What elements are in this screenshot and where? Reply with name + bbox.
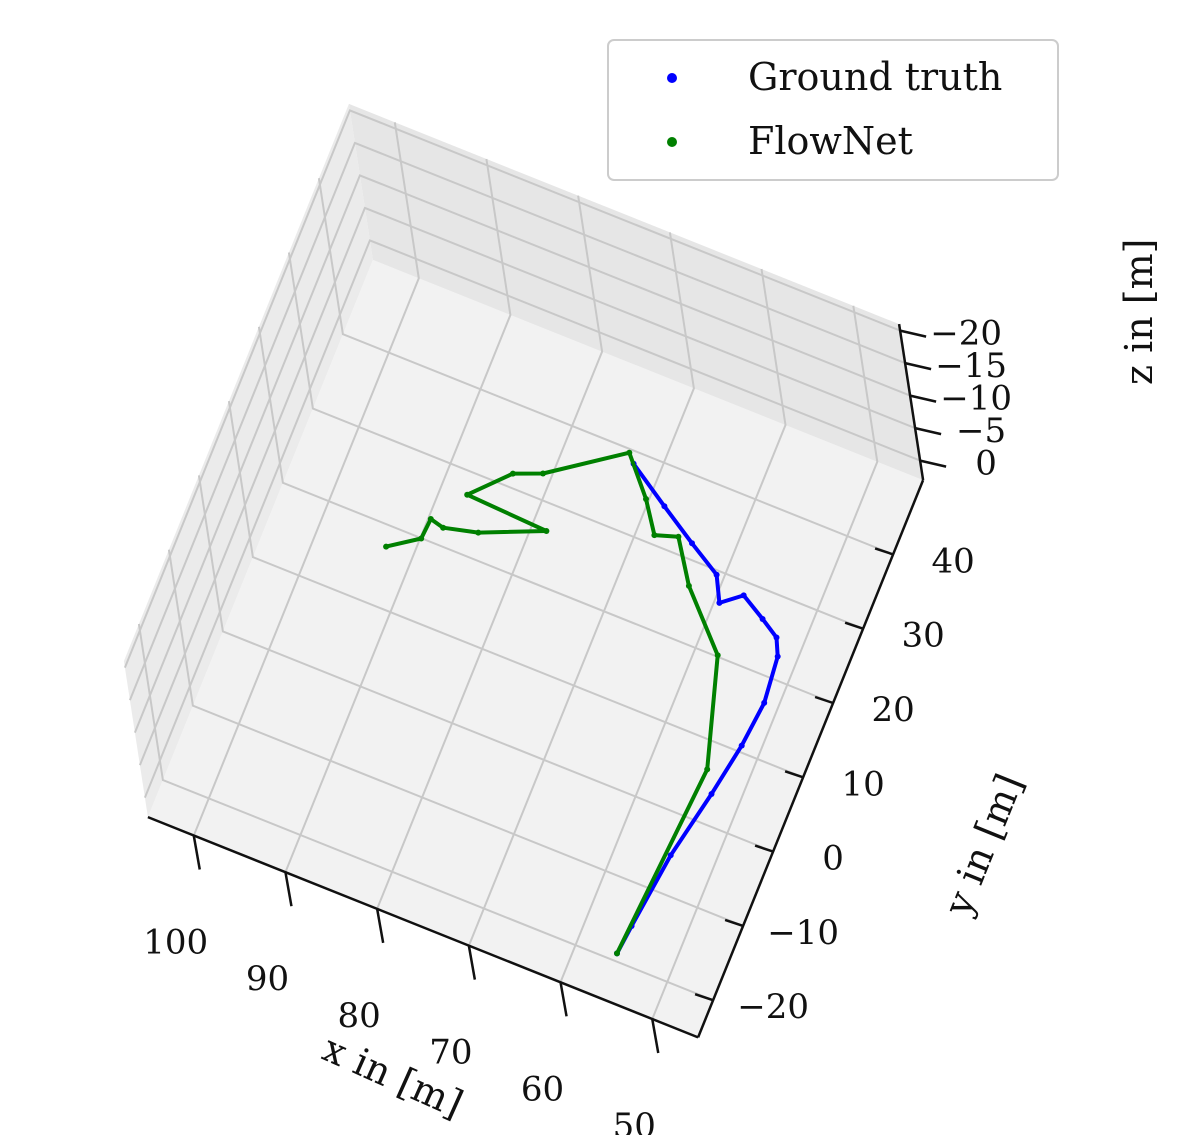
grid-line-y: [317, 178, 894, 556]
y-axis-label: y in [m]: [935, 768, 1032, 923]
series-point-flownet: [440, 524, 447, 531]
x-tick-mark: [192, 835, 201, 870]
series-point-flownet: [509, 470, 516, 477]
series-point-flownet: [675, 533, 682, 540]
series-point-ground-truth: [759, 616, 766, 622]
y-tick-label: 40: [931, 541, 974, 581]
x-tick-label: 70: [429, 1033, 472, 1073]
series-point-ground-truth: [689, 540, 695, 547]
series-point-flownet: [427, 516, 434, 522]
series-point-flownet: [651, 532, 658, 539]
series-point-flownet: [685, 582, 692, 589]
z-tick-mark: [909, 394, 937, 403]
z-tick-label: −20: [930, 314, 1002, 354]
z-tick-mark: [904, 361, 932, 371]
grid-line-y: [287, 252, 864, 630]
series-point-flownet: [540, 470, 546, 477]
y-tick-label: 10: [841, 764, 884, 804]
series-point-ground-truth: [708, 791, 715, 797]
series-point-ground-truth: [740, 592, 747, 599]
y-tick-label: −10: [767, 913, 839, 953]
grid-line-y: [167, 549, 744, 927]
grid-line-z: [123, 109, 901, 668]
x-tick-label: 60: [521, 1069, 564, 1109]
y-tick-mark: [784, 770, 804, 779]
y-tick-mark: [814, 695, 834, 705]
series-point-ground-truth: [661, 503, 668, 510]
axis-lines: [147, 323, 925, 1039]
series-point-flownet: [464, 491, 471, 498]
z-tick-mark: [899, 329, 927, 338]
grid-line-y: [227, 400, 804, 779]
x-tick-mark: [651, 1018, 660, 1054]
x-tick-mark: [467, 945, 477, 980]
grid-line-z: [133, 174, 911, 733]
floor-pane: [147, 259, 924, 1038]
series-point-ground-truth: [774, 653, 781, 660]
x-tick-mark: [559, 982, 568, 1017]
z-tick-mark: [919, 459, 947, 468]
series-point-flownet: [383, 543, 390, 550]
y-tick-label: 20: [871, 690, 914, 730]
y-tick-mark: [724, 918, 744, 928]
x-axis-line: [147, 815, 699, 1039]
legend-marker-flownet: [667, 137, 677, 147]
y-tick-label: 0: [822, 839, 844, 879]
grid-line-z: [128, 141, 906, 701]
x-tick-label: 80: [338, 996, 381, 1036]
tick-marks: [192, 329, 947, 1054]
legend-marker-ground-truth: [667, 73, 677, 83]
z-axis-line: [897, 323, 925, 481]
series-point-flownet: [418, 535, 425, 542]
grid-line-z: [143, 239, 921, 798]
z-axis-label: z in [m]: [1117, 239, 1161, 386]
series-layer: [383, 449, 781, 957]
y-tick-mark: [874, 547, 894, 556]
grid-line-z: [138, 206, 916, 766]
y-tick-mark: [694, 993, 714, 1002]
series-point-flownet: [643, 496, 649, 502]
grid-line-y: [197, 475, 774, 853]
series-point-ground-truth: [713, 571, 720, 578]
legend: Ground truth FlowNet: [607, 39, 1059, 181]
series-point-flownet: [614, 950, 620, 957]
y-tick-label: −20: [737, 987, 809, 1027]
series-point-ground-truth: [667, 852, 674, 859]
grid-line-y: [257, 326, 834, 704]
z-tick-label: −5: [956, 411, 1006, 451]
legend-box: [607, 39, 1059, 181]
y-tick-mark: [754, 844, 774, 853]
legend-label-flownet: FlowNet: [748, 119, 913, 163]
y-tick-mark: [844, 621, 864, 630]
legend-label-ground-truth: Ground truth: [748, 55, 1002, 99]
x-tick-label: 90: [246, 959, 289, 999]
side-pane: [123, 103, 373, 818]
x-tick-mark: [375, 908, 385, 944]
x-tick-mark: [284, 871, 293, 907]
x-tick-label: 50: [613, 1106, 656, 1135]
series-point-flownet: [704, 766, 711, 773]
z-tick-label: −10: [940, 379, 1012, 419]
grid-lines: [123, 109, 921, 1020]
series-point-flownet: [475, 529, 482, 536]
series-point-ground-truth: [773, 634, 780, 641]
series-point-flownet: [714, 652, 721, 659]
series-point-ground-truth: [761, 699, 768, 706]
z-tick-label: −15: [935, 346, 1007, 386]
grid-line-y: [137, 623, 714, 1002]
y-axis-line: [696, 479, 925, 1038]
series-point-flownet: [543, 528, 550, 534]
axes-panes: [123, 103, 924, 1038]
series-point-ground-truth: [738, 742, 745, 749]
series-point-flownet: [626, 449, 633, 456]
y-tick-label: 30: [901, 616, 944, 656]
x-tick-label: 100: [143, 923, 208, 963]
z-tick-label: 0: [975, 444, 997, 484]
z-tick-mark: [914, 426, 942, 436]
series-point-ground-truth: [716, 599, 723, 606]
